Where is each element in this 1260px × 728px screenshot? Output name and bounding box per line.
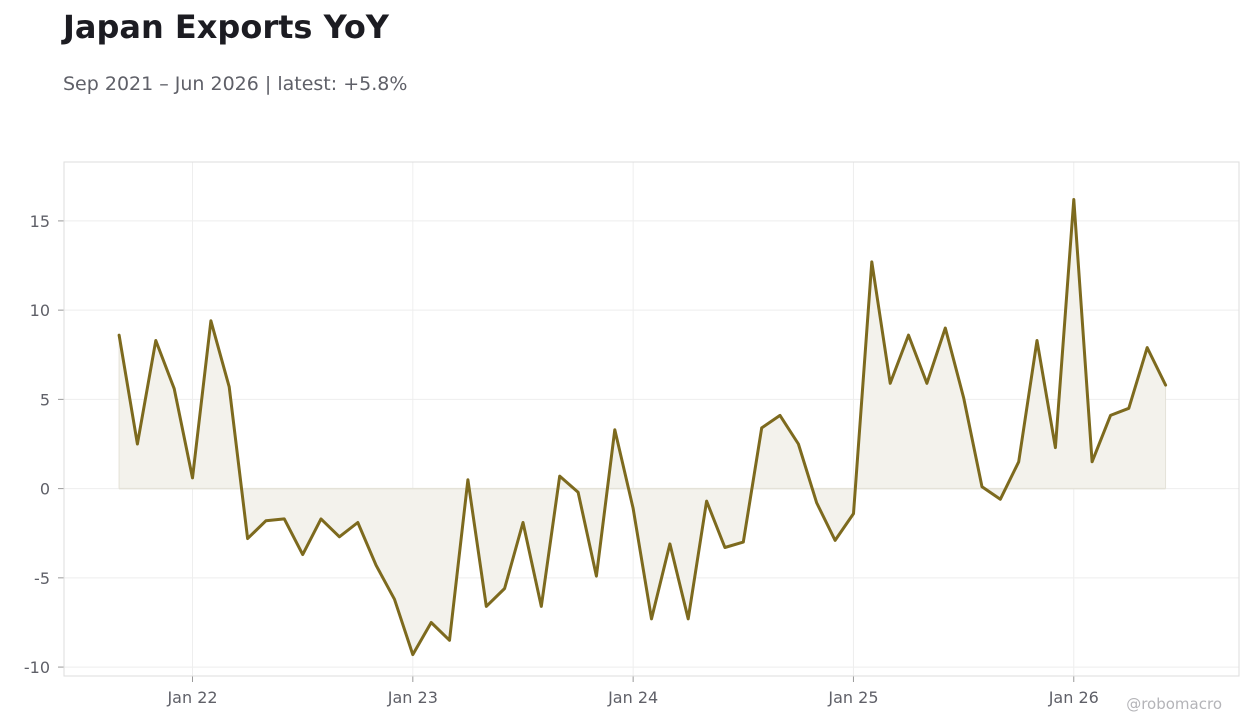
y-tick-label: 5 <box>40 390 50 409</box>
y-tick-label: 0 <box>40 480 50 499</box>
chart-title: Japan Exports YoY <box>63 8 389 46</box>
watermark: @robomacro <box>1126 695 1222 713</box>
y-tick-label: 10 <box>30 301 50 320</box>
x-tick-label: Jan 23 <box>387 688 438 707</box>
x-tick-label: Jan 24 <box>607 688 658 707</box>
plot-frame <box>63 161 1240 677</box>
chart-subtitle: Sep 2021 – Jun 2026 | latest: +5.8% <box>63 73 408 95</box>
series-line <box>117 198 1168 657</box>
series-area <box>119 199 1166 655</box>
y-tick-label: 15 <box>30 212 50 231</box>
x-tick-label: Jan 25 <box>827 688 878 707</box>
x-tick-label: Jan 26 <box>1048 688 1099 707</box>
x-tick-label: Jan 22 <box>166 688 217 707</box>
y-tick-label: -5 <box>34 569 50 588</box>
y-tick-label: -10 <box>24 658 50 677</box>
